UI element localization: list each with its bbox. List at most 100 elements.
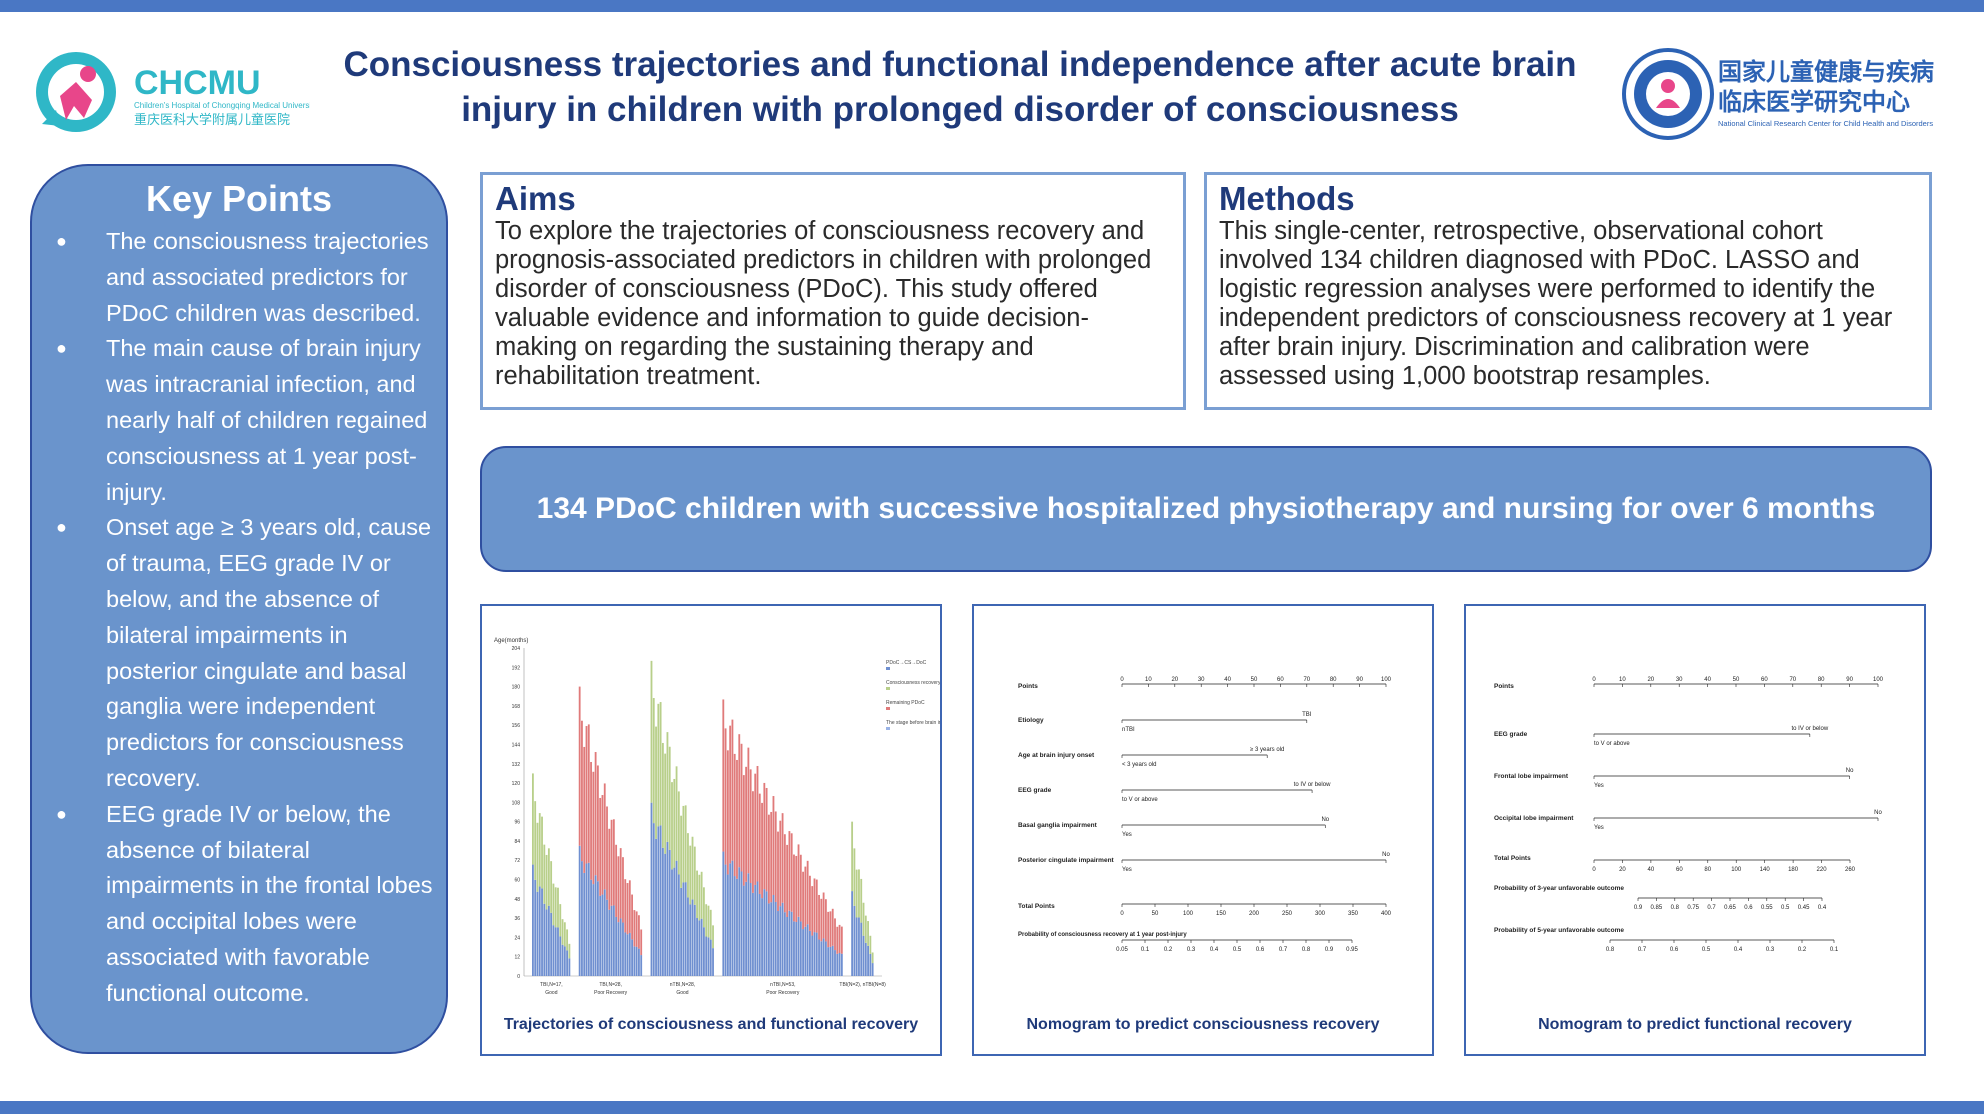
chart-bar-segment: [752, 791, 754, 893]
chart-legend-swatch: [886, 707, 890, 710]
chart-bar-segment: [703, 927, 705, 976]
chart-bar-segment: [802, 929, 804, 976]
nomogram-variable-low-label: < 3 years old: [1122, 762, 1157, 768]
chart-bar-segment: [795, 921, 798, 976]
chart-bar-segment: [736, 878, 738, 976]
chart-bar-segment: [671, 869, 673, 976]
chart-bar-segment: [809, 930, 811, 976]
chart-bar-segment: [590, 761, 592, 880]
chart-bar-segment: [563, 922, 566, 947]
chart-legend-label: Remaining PDoC: [886, 700, 925, 706]
nomogram-variable-low-label: Yes: [1122, 832, 1132, 838]
nomogram-variable-low-label: Yes: [1122, 867, 1132, 873]
chart-bar-segment: [578, 686, 581, 846]
chart-bar-segment: [836, 953, 839, 976]
nomogram-points-tick-label: 60: [1761, 677, 1768, 683]
chart-bar-segment: [822, 892, 825, 939]
chart-bar-segment: [774, 901, 777, 976]
chart-bar-segment: [781, 902, 784, 976]
chart-group-label: nTBI,N=53,: [770, 982, 795, 988]
chart-y-tick-label: 192: [512, 665, 521, 671]
chart-bar-segment: [818, 939, 820, 976]
nomogram-points-tick-label: 30: [1198, 677, 1205, 683]
chart-bar-segment: [860, 878, 863, 923]
chart-bar-segment: [772, 796, 775, 896]
chart-bar-segment: [700, 871, 703, 919]
chart-bar-segment: [790, 833, 793, 912]
nomogram-prob-tick-label: 0.3: [1187, 947, 1196, 953]
nomogram-points-tick-label: 10: [1145, 677, 1152, 683]
nomogram-total-tick-label: 250: [1282, 911, 1293, 917]
chart-bar-segment: [749, 769, 752, 884]
chart-bar-segment: [541, 816, 543, 889]
chart-bar-segment: [811, 935, 814, 976]
chart-bar-segment: [731, 860, 734, 976]
chart-bar-segment: [700, 918, 703, 976]
chart-bar-segment: [777, 911, 779, 976]
nomogram-prob3-tick-label: 0.9: [1634, 905, 1643, 911]
chart-bar-segment: [802, 871, 804, 930]
chart-bar-segment: [745, 881, 748, 976]
chart-bar-segment: [655, 838, 657, 976]
chart-bar-segment: [626, 934, 629, 976]
chart-bar-segment: [538, 813, 541, 887]
chart-bar-segment: [754, 884, 757, 976]
nomogram-total-tick-label: 350: [1348, 911, 1359, 917]
chart-y-tick-label: 168: [512, 704, 521, 710]
chart-y-tick-label: 204: [512, 646, 521, 652]
chart-bar-segment: [806, 860, 809, 925]
chart-bar-segment: [652, 823, 655, 976]
nomogram-total-tick-label: 180: [1788, 867, 1799, 873]
chart-bar-segment: [867, 921, 869, 946]
chart-bar-segment: [675, 860, 678, 976]
chart-bar-segment: [599, 797, 602, 896]
chart-legend-swatch: [886, 687, 890, 690]
chart-y-tick-label: 48: [514, 897, 520, 903]
trajectory-caption: Trajectories of consciousness and functi…: [503, 1016, 919, 1033]
chart-y-tick-label: 0: [517, 974, 520, 980]
research-center-name-line2: 临床医学研究中心: [1718, 88, 1910, 116]
chart-y-tick-label: 120: [512, 781, 521, 787]
chart-bar-segment: [707, 937, 710, 976]
chart-bar-segment: [617, 922, 620, 976]
chart-bar-segment: [770, 902, 773, 976]
chart-bar-segment: [783, 834, 786, 913]
nomogram-variable-high-label: No: [1846, 768, 1854, 774]
chart-bar-segment: [853, 848, 856, 906]
chart-bar-segment: [745, 766, 748, 882]
chart-bar-segment: [693, 846, 696, 905]
nomogram-variable-low-label: Yes: [1594, 783, 1604, 789]
chart-bar-segment: [722, 699, 725, 852]
nomogram-total-tick-label: 150: [1216, 911, 1227, 917]
chart-bar-segment: [628, 880, 631, 933]
chart-bar-segment: [834, 918, 836, 951]
chart-bar-segment: [677, 874, 680, 976]
chart-bar-segment: [689, 845, 692, 905]
chart-bar-segment: [547, 905, 550, 976]
chart-bar-segment: [592, 884, 595, 976]
chart-bar-segment: [840, 953, 843, 976]
nomogram-prob3-tick-label: 0.5: [1781, 905, 1790, 911]
nomogram-variable-label: Frontal lobe impairment: [1494, 773, 1569, 780]
chart-bar-segment: [722, 851, 725, 976]
nomogram-variable-low-label: Yes: [1594, 825, 1604, 831]
nomogram-variable-low-label: to V or above: [1122, 797, 1158, 803]
chart-bar-segment: [809, 875, 811, 931]
chart-bar-segment: [763, 782, 766, 890]
chart-y-tick-label: 12: [514, 955, 520, 961]
nomogram-total-tick-label: 20: [1619, 867, 1626, 873]
nomogram-prob5-tick-label: 0.6: [1670, 947, 1679, 953]
chart-y-tick-label: 96: [514, 820, 520, 826]
nomogram-points-tick-label: 10: [1619, 677, 1626, 683]
chart-bar-segment: [687, 833, 689, 898]
chart-bar-segment: [783, 912, 786, 976]
chart-bar-segment: [689, 904, 692, 976]
chart-bar-segment: [532, 773, 534, 865]
chart-bar-segment: [603, 783, 606, 890]
chart-y-tick-label: 36: [514, 916, 520, 922]
chart-bar-segment: [554, 887, 557, 928]
chart-bar-segment: [585, 726, 588, 864]
chart-y-tick-label: 84: [514, 839, 520, 845]
chart-bar-segment: [707, 905, 710, 938]
nomogram-total-tick-label: 0: [1592, 867, 1596, 873]
